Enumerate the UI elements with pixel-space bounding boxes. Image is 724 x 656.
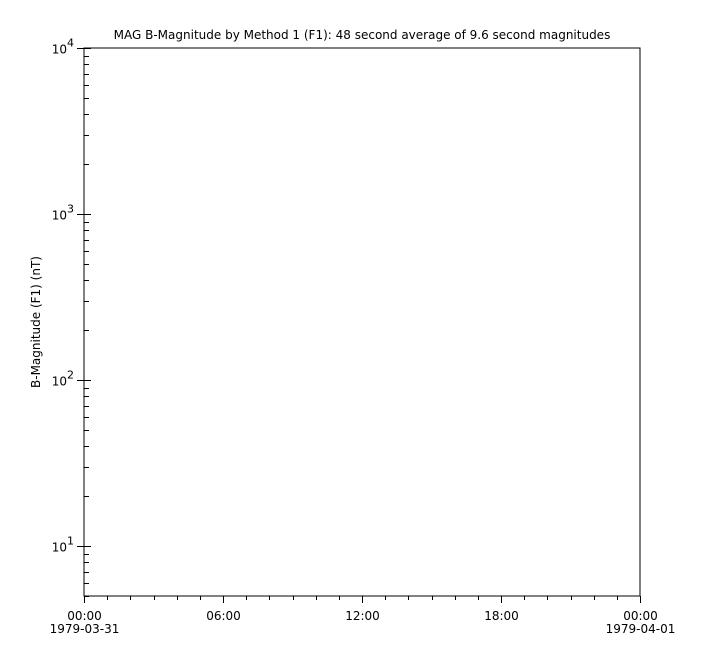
x-tick-date-label: 1979-03-31 <box>50 622 120 636</box>
y-axis-label: B-Magnitude (F1) (nT) <box>29 256 43 388</box>
x-tick-time-label: 00:00 <box>623 609 658 623</box>
plot-area <box>83 47 641 597</box>
x-tick-date-label: 1979-04-01 <box>606 622 676 636</box>
y-tick-label: 104 <box>52 37 74 57</box>
y-tick-label: 101 <box>52 535 74 555</box>
x-tick-time-label: 12:00 <box>345 609 380 623</box>
y-tick-label: 103 <box>52 203 74 223</box>
x-tick-time-label: 00:00 <box>67 609 102 623</box>
x-tick-time-label: 18:00 <box>484 609 519 623</box>
chart-title: MAG B-Magnitude by Method 1 (F1): 48 sec… <box>114 28 611 42</box>
y-axis: 101 102 103 104 <box>52 37 91 597</box>
x-tick-time-label: 06:00 <box>206 609 241 623</box>
y-tick-label: 102 <box>52 369 74 389</box>
